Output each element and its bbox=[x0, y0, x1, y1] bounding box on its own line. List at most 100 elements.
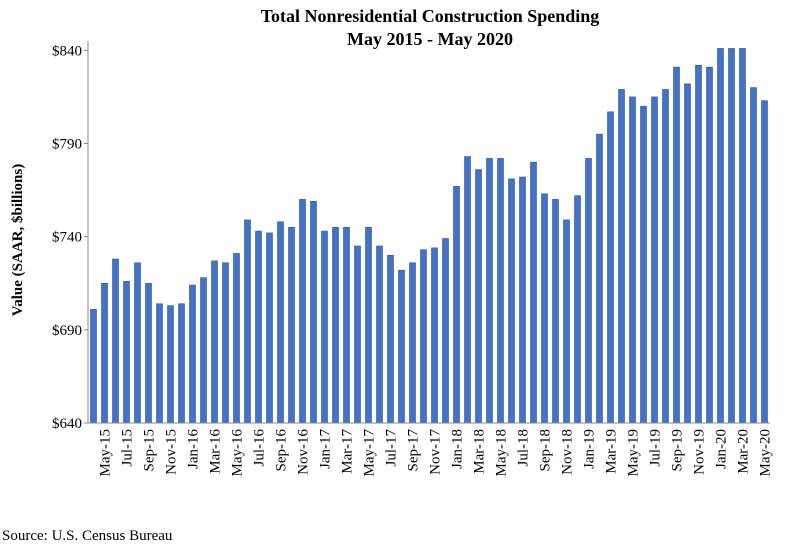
bar bbox=[508, 178, 515, 424]
bar bbox=[409, 262, 416, 424]
bar bbox=[222, 262, 229, 424]
y-tick-label: $640 bbox=[52, 416, 82, 432]
bar bbox=[563, 219, 570, 424]
bar bbox=[310, 200, 317, 424]
y-tick-label: $690 bbox=[52, 323, 82, 339]
x-tick-label: Sep-17 bbox=[406, 429, 422, 472]
bar bbox=[717, 48, 724, 424]
x-tick-label: Mar-20 bbox=[736, 429, 752, 474]
bar bbox=[288, 227, 295, 424]
bar bbox=[189, 284, 196, 424]
bar bbox=[255, 230, 262, 424]
bar bbox=[453, 186, 460, 424]
bar bbox=[387, 254, 394, 424]
bar bbox=[332, 227, 339, 424]
x-tick-label: May-16 bbox=[230, 429, 246, 477]
x-tick-label: Sep-18 bbox=[538, 429, 554, 472]
bar bbox=[552, 199, 559, 424]
x-tick-label: Nov-18 bbox=[560, 429, 576, 475]
bar bbox=[420, 249, 427, 424]
bar bbox=[431, 247, 438, 424]
bar bbox=[266, 232, 273, 424]
x-tick-label: May-18 bbox=[494, 429, 510, 477]
x-tick-label: Jan-18 bbox=[450, 429, 466, 469]
x-tick-label: Sep-15 bbox=[142, 429, 158, 472]
bar bbox=[497, 158, 504, 424]
bar bbox=[739, 48, 746, 424]
x-tick-label: Mar-18 bbox=[472, 429, 488, 474]
y-tick-label: $740 bbox=[52, 230, 82, 246]
x-tick-label: Jan-16 bbox=[186, 429, 202, 469]
bar bbox=[651, 96, 658, 424]
x-tick-label: Jul-16 bbox=[252, 429, 268, 467]
bar bbox=[585, 158, 592, 424]
bar bbox=[178, 303, 185, 424]
x-tick-label: Jul-18 bbox=[516, 429, 532, 467]
x-tick-label: Mar-19 bbox=[604, 429, 620, 474]
bar bbox=[167, 305, 174, 424]
x-tick-label: Jul-19 bbox=[648, 429, 664, 467]
bar bbox=[244, 219, 251, 424]
bar bbox=[376, 245, 383, 424]
chart-subtitle: May 2015 - May 2020 bbox=[347, 29, 513, 49]
bar bbox=[145, 282, 152, 424]
x-tick-label: May-20 bbox=[758, 429, 774, 477]
bar bbox=[90, 309, 97, 424]
y-axis-label: Value (SAAR, $billions) bbox=[10, 164, 26, 316]
x-tick-label: Nov-16 bbox=[296, 429, 312, 475]
bar bbox=[673, 66, 680, 424]
x-tick-label: Jan-20 bbox=[714, 429, 730, 469]
bar bbox=[607, 111, 614, 424]
bar bbox=[574, 195, 581, 424]
bar bbox=[398, 269, 405, 424]
y-tick-label: $840 bbox=[52, 43, 82, 59]
x-tick-label: Jan-17 bbox=[318, 429, 334, 469]
bar bbox=[695, 64, 702, 424]
x-tick-label: Nov-15 bbox=[164, 429, 180, 475]
bar bbox=[519, 176, 526, 424]
bar bbox=[156, 303, 163, 424]
bar bbox=[541, 193, 548, 424]
bar bbox=[530, 161, 537, 424]
bar bbox=[629, 96, 636, 424]
bar bbox=[728, 48, 735, 424]
bar bbox=[464, 156, 471, 424]
x-tick-label: May-15 bbox=[98, 429, 114, 477]
x-tick-label: May-17 bbox=[362, 429, 378, 477]
x-tick-label: May-19 bbox=[626, 429, 642, 477]
bar bbox=[299, 199, 306, 424]
chart-title: Total Nonresidential Construction Spendi… bbox=[261, 6, 600, 26]
bar bbox=[596, 133, 603, 424]
bar bbox=[618, 89, 625, 424]
bar bbox=[134, 262, 141, 424]
bar bbox=[343, 227, 350, 424]
x-tick-label: Nov-17 bbox=[428, 429, 444, 475]
bar bbox=[211, 260, 218, 424]
x-tick-label: Nov-19 bbox=[692, 429, 708, 475]
bar bbox=[442, 238, 449, 424]
x-tick-label: Jul-17 bbox=[384, 429, 400, 467]
bar bbox=[475, 169, 482, 424]
source-note: Source: U.S. Census Bureau bbox=[2, 528, 173, 544]
bar bbox=[101, 282, 108, 424]
bar bbox=[233, 253, 240, 424]
x-tick-label: Jan-19 bbox=[582, 429, 598, 469]
bar bbox=[706, 66, 713, 424]
bar bbox=[761, 100, 768, 424]
bar bbox=[640, 105, 647, 424]
bar bbox=[200, 277, 207, 424]
bar bbox=[123, 281, 130, 424]
bar bbox=[750, 87, 757, 424]
x-tick-label: Mar-17 bbox=[340, 429, 356, 474]
bar bbox=[662, 89, 669, 424]
x-tick-label: Mar-16 bbox=[208, 429, 224, 474]
y-tick-label: $790 bbox=[52, 136, 82, 152]
x-tick-label: Sep-19 bbox=[670, 429, 686, 472]
x-tick-label: Jul-15 bbox=[120, 429, 136, 467]
bar bbox=[321, 230, 328, 424]
bar bbox=[486, 158, 493, 424]
bar bbox=[277, 221, 284, 424]
x-tick-label: Sep-16 bbox=[274, 429, 290, 472]
bar bbox=[365, 227, 372, 424]
